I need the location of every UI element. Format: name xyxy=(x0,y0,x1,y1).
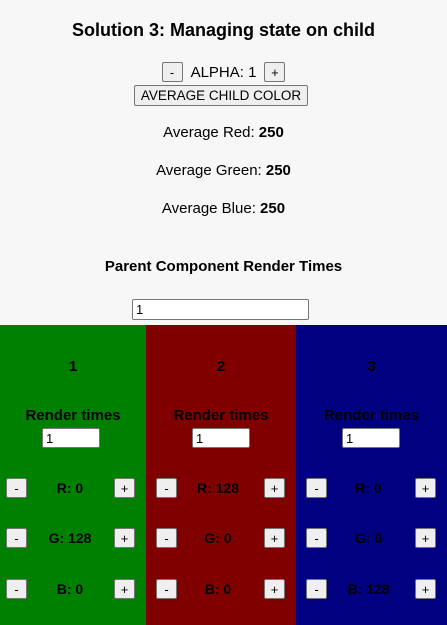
child-panel-2: 2 Render times - R: 128 + - G: 0 + - B: … xyxy=(146,325,296,625)
child-blue-row: - B: 0 + xyxy=(146,579,296,601)
parent-render-times-input[interactable] xyxy=(132,299,309,320)
child-render-times-label: Render times xyxy=(173,407,269,424)
red-decrement-button[interactable]: - xyxy=(306,478,327,498)
child-number: 3 xyxy=(367,358,376,375)
red-decrement-button[interactable]: - xyxy=(6,478,27,498)
red-increment-button[interactable]: + xyxy=(415,478,436,498)
child-panel-1: 1 Render times - R: 0 + - G: 128 + - B: … xyxy=(0,325,146,625)
alpha-control: - ALPHA: 1 + xyxy=(0,62,447,82)
average-child-color-button[interactable]: AVERAGE CHILD COLOR xyxy=(134,85,308,106)
child-red-row: - R: 0 + xyxy=(296,478,447,500)
average-red-value: 250 xyxy=(258,124,284,141)
blue-value: B: 0 xyxy=(204,581,232,597)
child-render-times-input[interactable] xyxy=(42,428,100,448)
blue-increment-button[interactable]: + xyxy=(114,579,135,599)
blue-decrement-button[interactable]: - xyxy=(156,579,177,599)
green-decrement-button[interactable]: - xyxy=(306,528,327,548)
red-decrement-button[interactable]: - xyxy=(156,478,177,498)
child-number: 1 xyxy=(68,358,78,375)
average-blue-value: 250 xyxy=(260,200,286,217)
green-value: G: 0 xyxy=(354,530,383,546)
alpha-decrement-button[interactable]: - xyxy=(161,62,183,82)
green-increment-button[interactable]: + xyxy=(264,528,285,548)
average-green-label: Average Green: xyxy=(156,162,262,179)
red-value: R: 0 xyxy=(355,480,382,496)
green-increment-button[interactable]: + xyxy=(415,528,436,548)
average-red-label: Average Red: xyxy=(163,124,255,141)
children-container: 1 Render times - R: 0 + - G: 128 + - B: … xyxy=(0,325,447,625)
child-green-row: - G: 0 + xyxy=(146,528,296,550)
green-value: G: 128 xyxy=(48,530,92,546)
child-red-row: - R: 0 + xyxy=(0,478,146,500)
red-increment-button[interactable]: + xyxy=(114,478,135,498)
green-increment-button[interactable]: + xyxy=(114,528,135,548)
child-number: 2 xyxy=(216,358,226,375)
page-title: Solution 3: Managing state on child xyxy=(71,20,375,40)
average-green-value: 250 xyxy=(265,162,291,179)
blue-value: B: 0 xyxy=(56,581,84,597)
average-green: Average Green: 250 xyxy=(0,162,447,179)
blue-decrement-button[interactable]: - xyxy=(306,579,327,599)
child-render-times-input[interactable] xyxy=(342,428,400,448)
alpha-increment-button[interactable]: + xyxy=(264,62,286,82)
parent-render-times-title: Parent Component Render Times xyxy=(104,258,343,275)
green-decrement-button[interactable]: - xyxy=(6,528,27,548)
child-red-row: - R: 128 + xyxy=(146,478,296,500)
red-value: R: 128 xyxy=(196,480,240,496)
green-value: G: 0 xyxy=(204,530,232,546)
average-red: Average Red: 250 xyxy=(0,124,447,141)
alpha-label: ALPHA: 1 xyxy=(190,63,257,81)
red-increment-button[interactable]: + xyxy=(264,478,285,498)
blue-increment-button[interactable]: + xyxy=(264,579,285,599)
child-blue-row: - B: 128 + xyxy=(296,579,447,601)
average-blue-label: Average Blue: xyxy=(161,200,256,217)
blue-value: B: 128 xyxy=(347,581,390,597)
child-render-times-input[interactable] xyxy=(192,428,250,448)
child-green-row: - G: 0 + xyxy=(296,528,447,550)
child-render-times-label: Render times xyxy=(25,407,121,424)
child-blue-row: - B: 0 + xyxy=(0,579,146,601)
average-blue: Average Blue: 250 xyxy=(0,200,447,217)
blue-decrement-button[interactable]: - xyxy=(6,579,27,599)
blue-increment-button[interactable]: + xyxy=(415,579,436,599)
red-value: R: 0 xyxy=(56,480,84,496)
green-decrement-button[interactable]: - xyxy=(156,528,177,548)
child-panel-3: 3 Render times - R: 0 + - G: 0 + - B: 12… xyxy=(296,325,447,625)
child-green-row: - G: 128 + xyxy=(0,528,146,550)
child-render-times-label: Render times xyxy=(323,407,420,424)
